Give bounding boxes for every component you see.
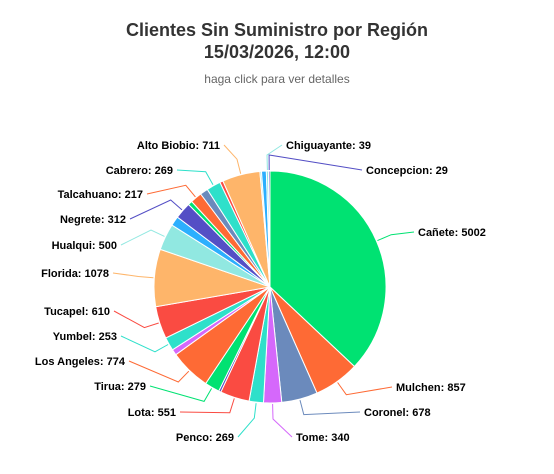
connector-talcahuano xyxy=(146,184,196,198)
data-label-alto-biobio: Alto Biobio: 711 xyxy=(137,140,220,152)
connector-chiguayante xyxy=(266,144,283,171)
data-label-hualqui: Hualqui: 500 xyxy=(52,240,117,252)
data-label-florida: Florida: 1078 xyxy=(41,268,109,280)
data-label-los-angeles: Los Angeles: 774 xyxy=(35,356,126,368)
connector-tirua xyxy=(149,385,213,402)
connector-tome xyxy=(272,403,293,438)
connector-hualqui xyxy=(120,229,165,246)
data-label-talcahuano: Talcahuano: 217 xyxy=(58,189,143,201)
chart-subtitle: haga click para ver detalles xyxy=(204,72,350,86)
connector-penco xyxy=(237,403,257,438)
data-label-cabrero: Cabrero: 269 xyxy=(106,165,173,177)
connector-negrete xyxy=(129,199,183,220)
data-label-tucapel: Tucapel: 610 xyxy=(44,306,110,318)
data-label-yumbel: Yumbel: 253 xyxy=(53,331,117,343)
pie-slice-concepcion[interactable] xyxy=(267,170,271,288)
connector-yumbel xyxy=(120,335,169,353)
connector-tucapel xyxy=(113,310,159,329)
connector-coronel xyxy=(299,399,361,416)
connector-los-angeles xyxy=(128,360,190,383)
connector-cabrero xyxy=(176,169,214,186)
data-label-tirua: Tirua: 279 xyxy=(94,381,146,393)
data-label-negrete: Negrete: 312 xyxy=(60,214,126,226)
data-label-chiguayante: Chiguayante: 39 xyxy=(286,140,371,152)
data-label-lota: Lota: 551 xyxy=(128,407,176,419)
chart-title: Clientes Sin Suministro por Región 15/03… xyxy=(125,20,429,62)
data-label-cañete: Cañete: 5002 xyxy=(418,227,486,239)
connector-florida xyxy=(112,272,154,279)
data-label-coronel: Coronel: 678 xyxy=(364,407,431,419)
connector-lota xyxy=(179,398,235,414)
connector-alto-biobio xyxy=(223,144,242,174)
connector-cañete xyxy=(377,231,415,242)
data-label-tome: Tome: 340 xyxy=(296,432,350,444)
data-label-penco: Penco: 269 xyxy=(176,432,234,444)
connector-mulchen xyxy=(337,382,393,396)
pie-slice-cañete[interactable] xyxy=(269,170,387,368)
connector-concepcion xyxy=(268,154,363,171)
data-label-concepcion: Concepcion: 29 xyxy=(366,165,448,177)
data-label-mulchen: Mulchen: 857 xyxy=(396,382,466,394)
